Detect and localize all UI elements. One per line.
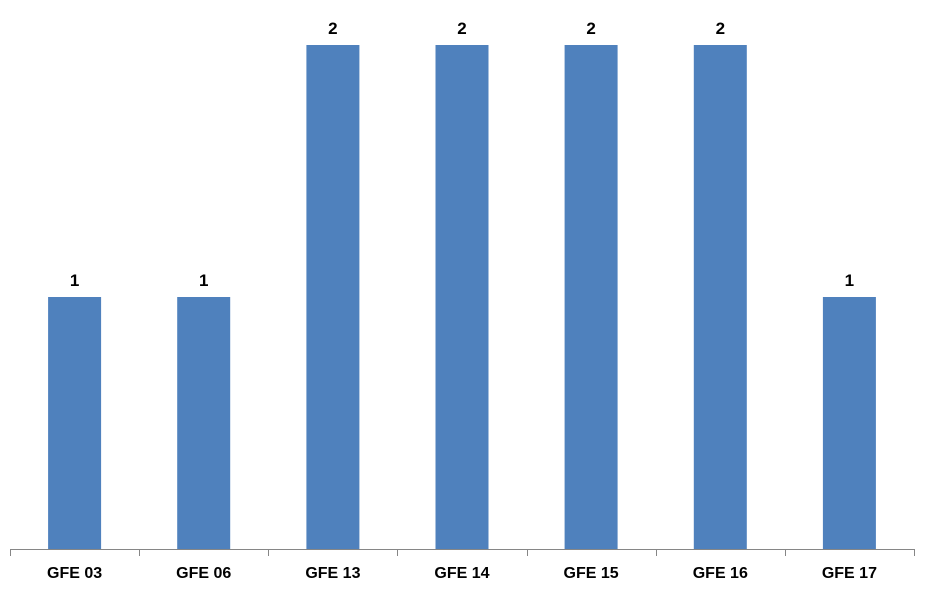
x-tick-label-gfe-06: GFE 06 (176, 565, 231, 582)
x-tick-label-gfe-13: GFE 13 (305, 565, 360, 582)
bar-gfe-17 (822, 297, 876, 549)
data-labels-layer: 1 1 2 2 2 2 1 (70, 19, 854, 290)
data-label-gfe-06: 1 (199, 271, 208, 290)
data-label-gfe-13: 2 (328, 19, 337, 38)
x-tick-label-gfe-17: GFE 17 (822, 565, 877, 582)
x-tick-label-gfe-03: GFE 03 (47, 565, 102, 582)
bar-gfe-03 (48, 297, 102, 549)
x-tick-labels-layer: GFE 03 GFE 06 GFE 13 GFE 14 GFE 15 GFE 16 GFE … (47, 565, 877, 582)
bar-gfe-14 (435, 45, 489, 549)
data-label-gfe-14: 2 (457, 19, 466, 38)
x-tick-label-gfe-14: GFE 14 (434, 565, 489, 582)
data-label-gfe-15: 2 (586, 19, 595, 38)
data-label-gfe-17: 1 (845, 271, 854, 290)
data-label-gfe-16: 2 (716, 19, 725, 38)
bar-gfe-16 (693, 45, 747, 549)
bar-gfe-15 (564, 45, 618, 549)
bar-gfe-13 (306, 45, 360, 549)
x-tick-label-gfe-15: GFE 15 (564, 565, 619, 582)
data-label-gfe-03: 1 (70, 271, 79, 290)
x-tick-label-gfe-16: GFE 16 (693, 565, 748, 582)
x-axis (10, 549, 915, 556)
bars-layer (48, 45, 876, 549)
bar-gfe-06 (177, 297, 231, 549)
